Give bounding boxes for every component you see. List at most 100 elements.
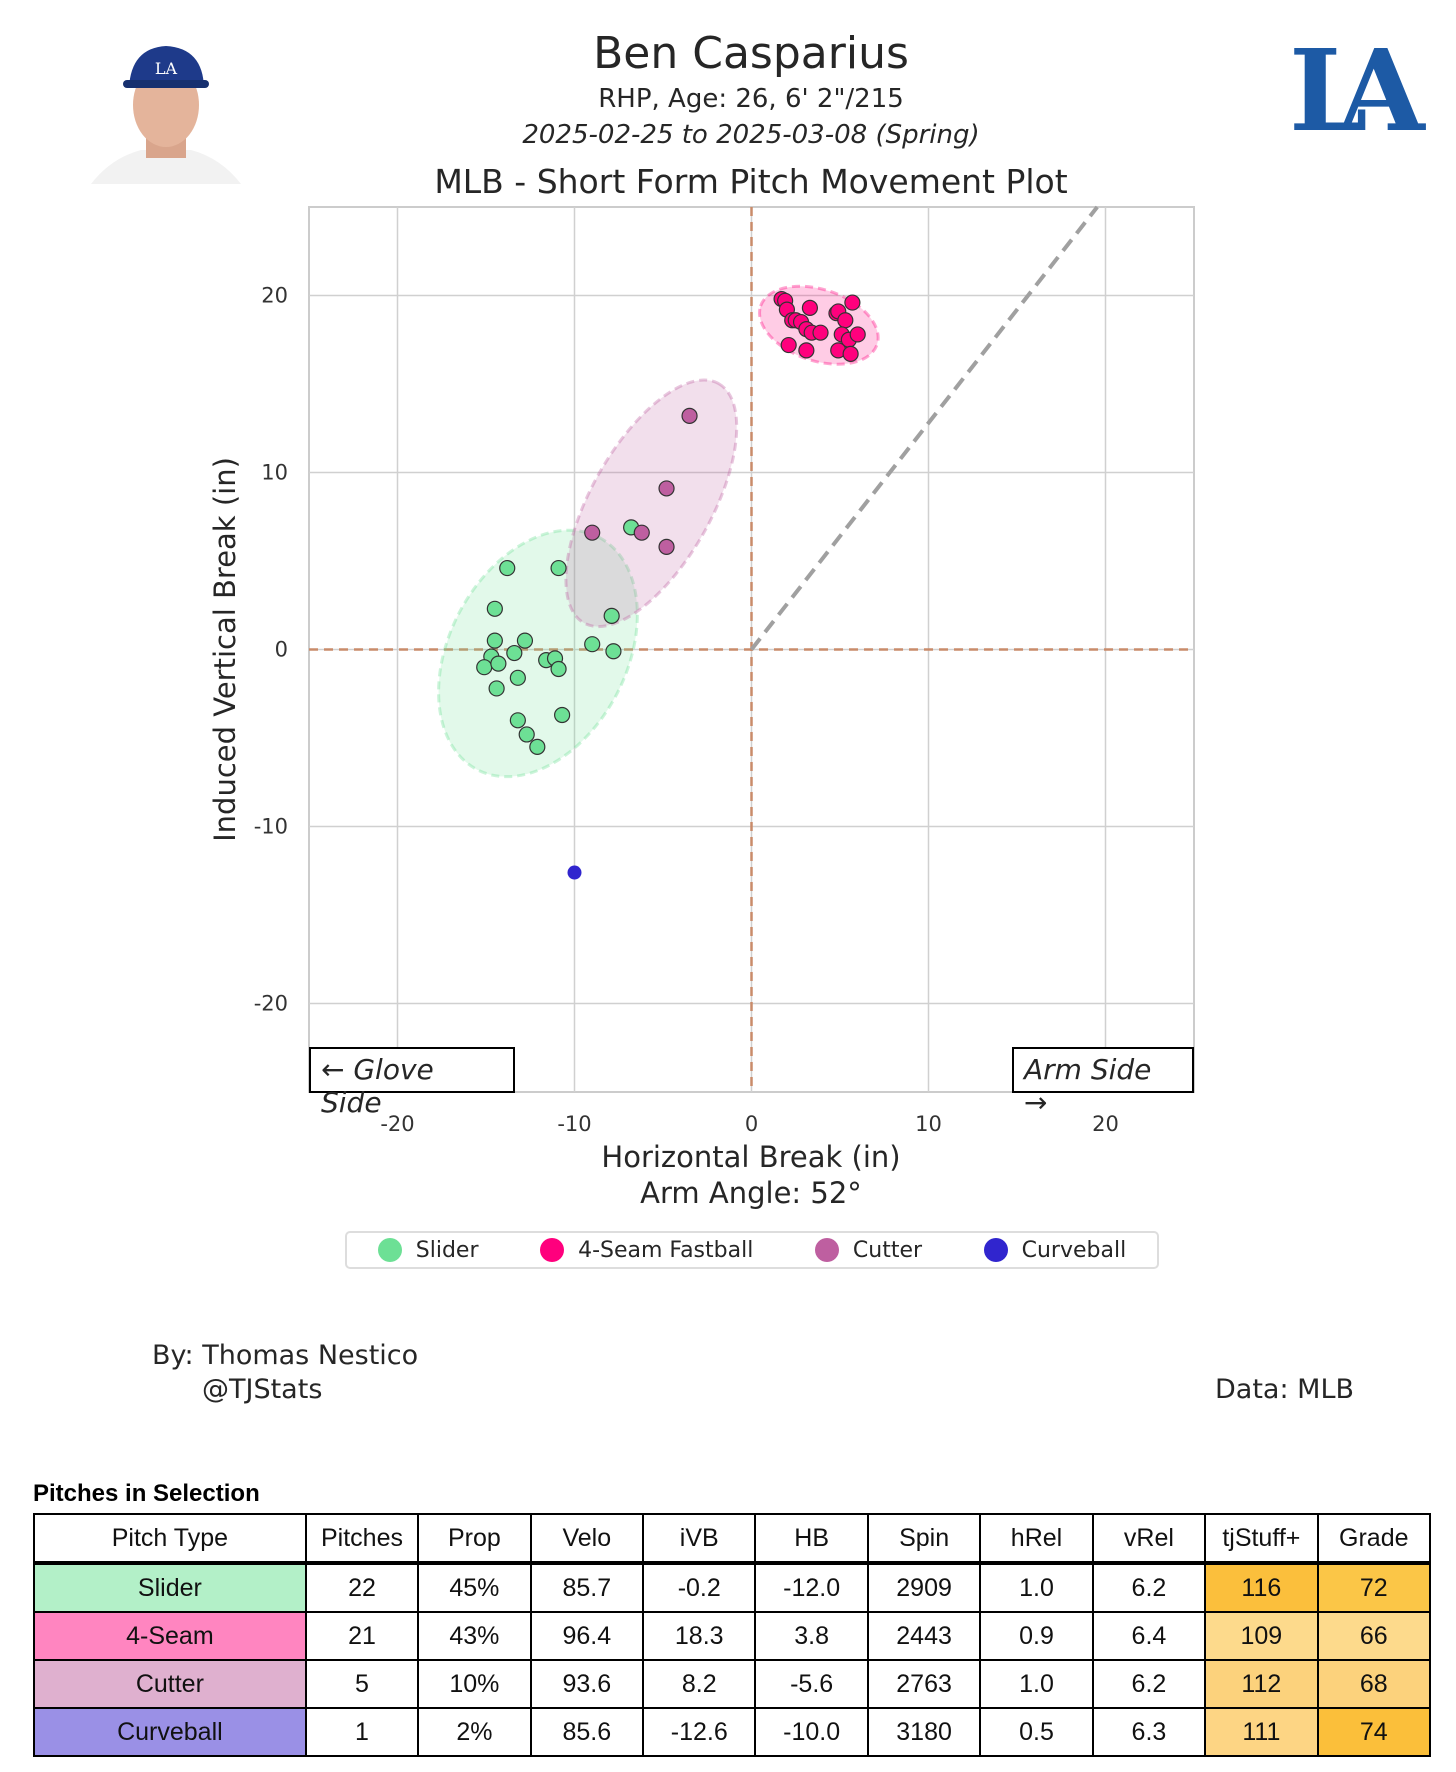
y-tick-label: 20 [261, 284, 288, 308]
arm-angle-label: Arm Angle: 52° [640, 1176, 862, 1210]
table-cell: Slider [33, 1562, 307, 1613]
y-tick-label: -10 [254, 815, 288, 839]
table-cell: 1.0 [979, 1562, 1094, 1613]
data-point [584, 636, 601, 653]
legend-item: Cutter [814, 1238, 922, 1263]
player-headshot: LA [91, 46, 241, 184]
table-cell: 74 [1316, 1707, 1432, 1757]
table-cell: -10.0 [754, 1707, 869, 1757]
table-cell: 112 [1204, 1659, 1319, 1709]
column-header: hRel [979, 1513, 1094, 1565]
data-point [842, 345, 859, 363]
data-point [529, 738, 546, 755]
table-cell: 8.2 [642, 1659, 757, 1709]
player-name: Ben Casparius [593, 28, 909, 79]
table-cell: 1.0 [979, 1659, 1094, 1709]
table-cell: 2443 [866, 1611, 982, 1661]
table-title: Pitches in Selection [33, 1480, 260, 1507]
table-cell: 68 [1316, 1659, 1432, 1709]
table-cell: 10% [417, 1659, 532, 1709]
table-cell: 5 [304, 1659, 420, 1709]
date-range: 2025-02-25 to 2025-03-08 (Spring) [522, 120, 980, 150]
data-point [837, 312, 854, 329]
table-header-row: Pitch Type Pitches Prop Velo iVB HB Spin hRel vR… [33, 1513, 1432, 1565]
x-tick-label: 0 [745, 1112, 758, 1136]
table-cell: Curveball [33, 1707, 307, 1757]
y-tick-label: 0 [275, 638, 288, 662]
legend-label: Slider [415, 1237, 479, 1263]
table-cell: 3180 [866, 1707, 982, 1757]
table-cell: 4-Seam [33, 1611, 307, 1661]
data-point [518, 726, 535, 743]
author-handle: @TJStats [202, 1374, 323, 1405]
table-cell: 1 [304, 1707, 420, 1757]
table-cell: -12.0 [754, 1562, 869, 1613]
column-header: Prop [417, 1513, 532, 1565]
table-cell: 96.4 [529, 1611, 645, 1661]
data-point [509, 669, 526, 686]
table-cell: 6.4 [1091, 1611, 1207, 1661]
legend-label: 4-Seam Fastball [578, 1237, 754, 1263]
glove-side-label: ← Glove Side [309, 1047, 515, 1119]
data-point [681, 407, 698, 424]
table-cell: 72 [1316, 1562, 1432, 1613]
legend-item: Curveball [983, 1238, 1126, 1263]
data-point [516, 632, 534, 649]
column-header: iVB [642, 1513, 757, 1565]
legend-item: Slider [377, 1237, 479, 1263]
x-tick-label: 10 [915, 1112, 942, 1136]
table-cell: 111 [1204, 1707, 1319, 1757]
table-cell: 2909 [866, 1562, 982, 1613]
table-cell: 93.6 [529, 1659, 645, 1709]
legend: Slider 4-Seam Fastball Cutter Curveball [345, 1231, 1159, 1269]
table-row: 4-Seam 21 43% 96.4 18.3 3.8 2443 0.9 6.4 109 66 [33, 1611, 1432, 1661]
table-cell: 116 [1204, 1562, 1319, 1613]
column-header: Pitch Type [33, 1513, 307, 1565]
table-cell: -5.6 [754, 1659, 869, 1709]
table-row: Cutter 5 10% 93.6 8.2 -5.6 2763 1.0 6.2 112 68 [33, 1659, 1432, 1709]
column-header: Velo [529, 1513, 645, 1565]
pitch-table: Pitch Type Pitches Prop Velo iVB HB Spin hRel vR… [33, 1513, 1432, 1757]
data-point [605, 643, 622, 660]
table-cell: 45% [417, 1562, 532, 1613]
author-credit: By: Thomas Nestico [152, 1340, 419, 1371]
legend-marker-icon [983, 1238, 1008, 1262]
x-tick-label: 20 [1092, 1112, 1119, 1136]
data-point [603, 607, 620, 624]
arm-side-label: Arm Side → [1012, 1047, 1194, 1119]
data-point [812, 324, 829, 341]
column-header: Pitches [304, 1513, 420, 1565]
data-point [476, 659, 493, 676]
legend-marker-icon [540, 1238, 565, 1262]
table-row: Slider 22 45% 85.7 -0.2 -12.0 2909 1.0 6.2 116 72 [33, 1562, 1432, 1613]
table-cell: 18.3 [642, 1611, 757, 1661]
column-header: Grade [1316, 1513, 1432, 1565]
x-tick-label: -20 [380, 1112, 414, 1136]
data-point [844, 294, 861, 311]
data-point [486, 600, 503, 617]
movement-plot: -20 -10 0 10 20 -20 -10 0 10 20 Horizontal Break (… [208, 205, 1195, 1210]
svg-text:LA: LA [155, 59, 178, 78]
table-cell: 85.7 [529, 1562, 645, 1613]
table-cell: 0.9 [979, 1611, 1094, 1661]
table-cell: 109 [1204, 1611, 1319, 1661]
table-cell: Cutter [33, 1659, 307, 1709]
player-bio: RHP, Age: 26, 6' 2"/215 [598, 84, 904, 114]
y-axis-label: Induced Vertical Break (in) [208, 457, 242, 842]
data-point [658, 538, 675, 555]
legend-marker-icon [814, 1238, 839, 1262]
table-cell: 3.8 [754, 1611, 869, 1661]
y-tick-label: -20 [254, 992, 288, 1016]
confidence-ellipse [564, 378, 739, 629]
data-point [490, 655, 507, 672]
data-point [550, 660, 567, 678]
table-cell: 22 [304, 1562, 420, 1613]
data-point [486, 632, 503, 649]
confidence-ellipse [437, 528, 639, 779]
legend-item: 4-Seam Fastball [540, 1238, 753, 1263]
data-point [801, 299, 819, 316]
data-point [554, 706, 571, 724]
column-header: tjStuff+ [1204, 1513, 1319, 1565]
data-point [499, 559, 516, 577]
data-point [567, 865, 582, 880]
